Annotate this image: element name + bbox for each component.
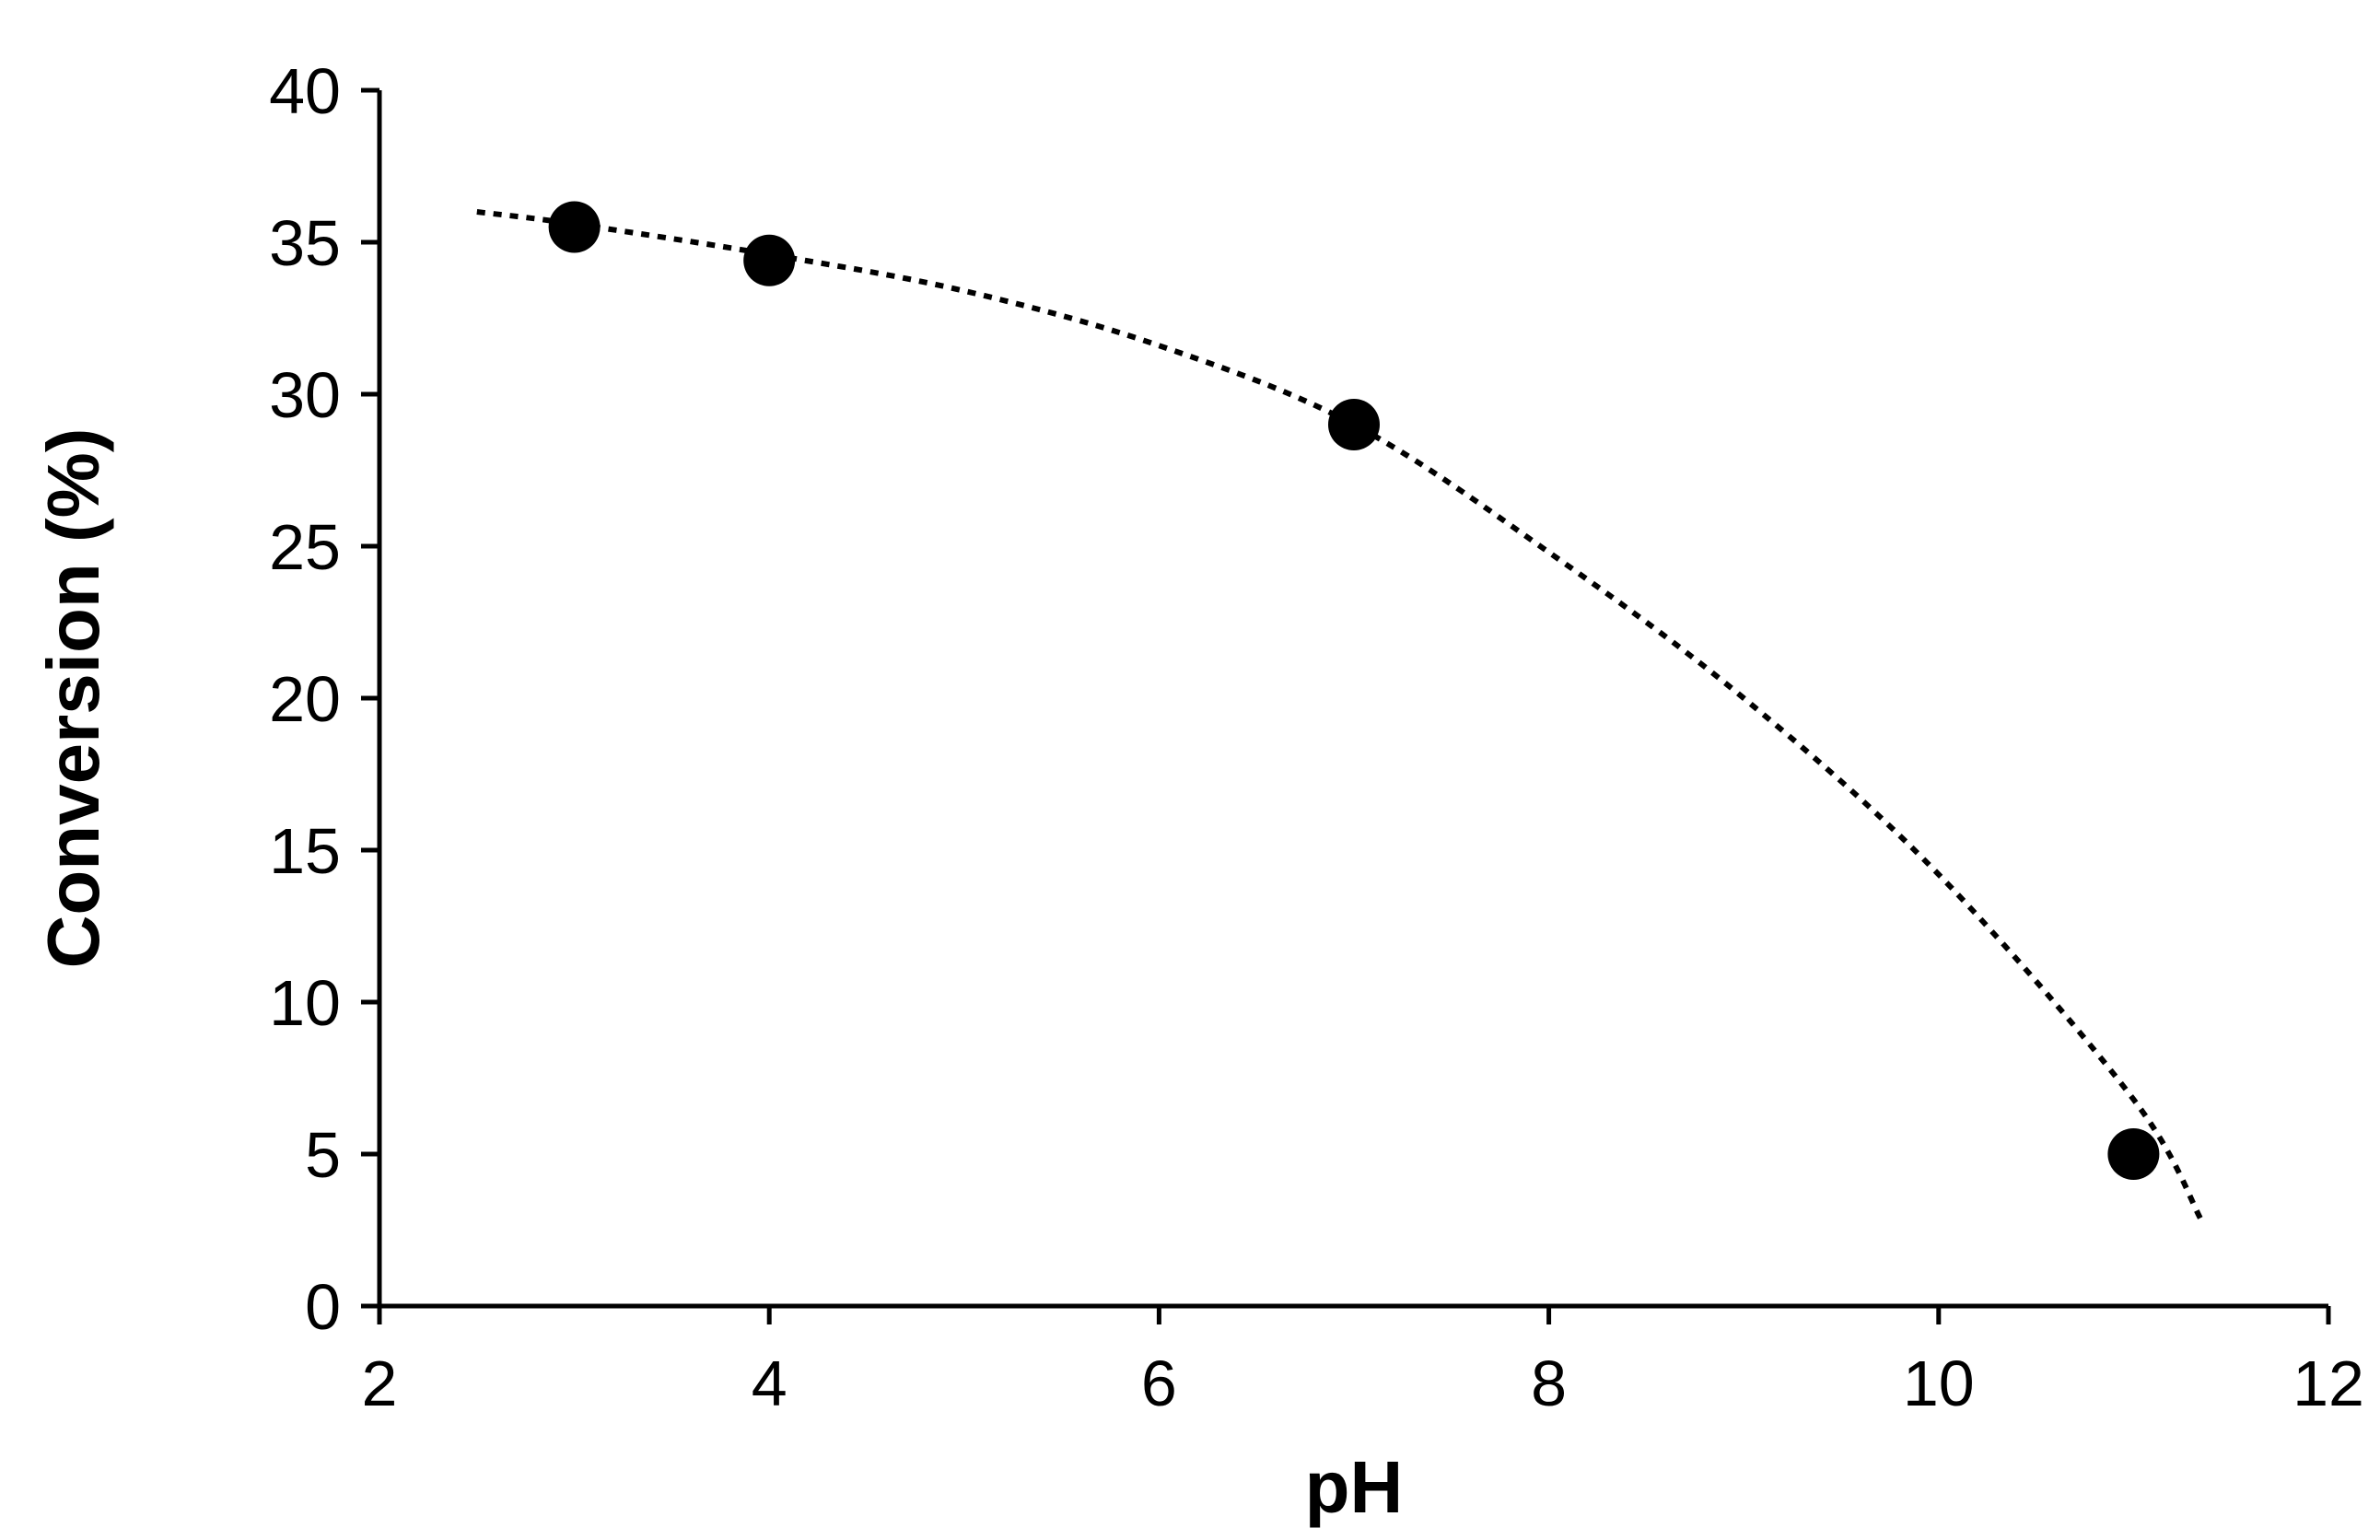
data-point xyxy=(1328,399,1380,450)
data-point xyxy=(548,201,601,253)
data-point xyxy=(743,234,796,286)
x-tick-label: 10 xyxy=(1903,1348,1975,1419)
x-tick-label: 2 xyxy=(362,1348,398,1419)
y-tick-label: 15 xyxy=(269,815,341,887)
data-points xyxy=(548,201,2160,1180)
axes xyxy=(377,90,2328,1309)
y-tick-label: 10 xyxy=(269,967,341,1039)
x-tick-label: 4 xyxy=(752,1348,788,1419)
y-tick-label: 30 xyxy=(269,359,341,431)
y-tick-label: 20 xyxy=(269,663,341,735)
x-tick-label: 6 xyxy=(1141,1348,1177,1419)
y-tick-label: 0 xyxy=(305,1271,341,1343)
y-tick-label: 25 xyxy=(269,511,341,583)
trendline xyxy=(476,209,2205,1223)
y-axis-title: Conversion (%) xyxy=(32,428,114,969)
y-tick-label: 35 xyxy=(269,207,341,279)
y-tick-label: 40 xyxy=(269,55,341,127)
y-tick-label: 5 xyxy=(305,1119,341,1191)
x-tick-label: 12 xyxy=(2292,1348,2364,1419)
x-ticks: 2 4 6 8 10 12 xyxy=(362,1306,2364,1419)
y-ticks: 0 5 10 15 20 25 30 35 40 xyxy=(269,55,379,1343)
trendline-group xyxy=(476,209,2205,1223)
x-axis-title: pH xyxy=(1305,1446,1404,1528)
x-tick-label: 8 xyxy=(1531,1348,1567,1419)
data-point xyxy=(2107,1128,2160,1180)
